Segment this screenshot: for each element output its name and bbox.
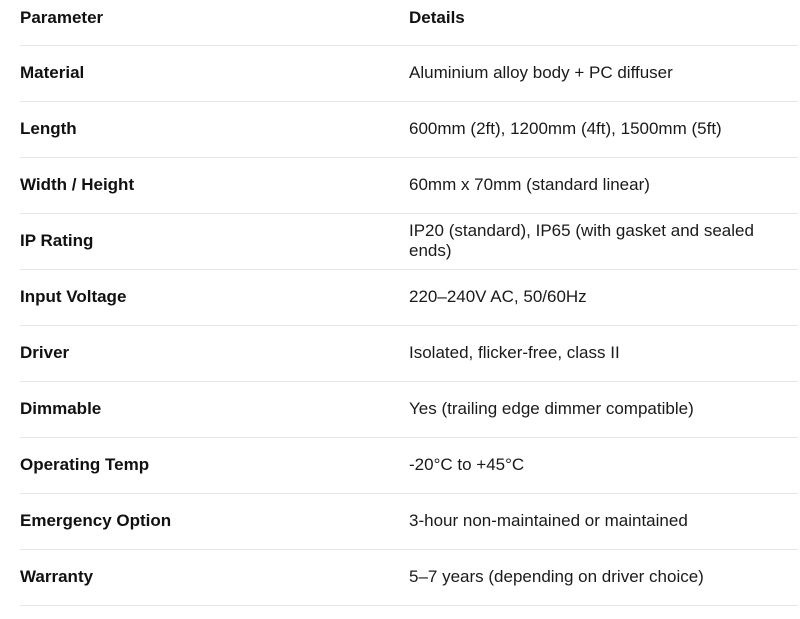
details-cell: -20°C to +45°C <box>409 437 798 494</box>
table-row: Material Aluminium alloy body + PC diffus… <box>20 45 798 102</box>
details-cell: 220–240V AC, 50/60Hz <box>409 269 798 326</box>
parameter-cell: Emergency Option <box>20 493 409 550</box>
parameter-cell: Driver <box>20 325 409 382</box>
table-row: Width / Height 60mm x 70mm (standard line… <box>20 157 798 214</box>
table-body: Material Aluminium alloy body + PC diffus… <box>20 45 798 606</box>
details-cell: Yes (trailing edge dimmer compatible) <box>409 381 798 438</box>
parameter-cell: Input Voltage <box>20 269 409 326</box>
parameter-cell: Dimmable <box>20 381 409 438</box>
details-cell: 3-hour non-maintained or maintained <box>409 493 798 550</box>
table-row: Input Voltage 220–240V AC, 50/60Hz <box>20 269 798 326</box>
table-header-row: Parameter Details <box>20 0 798 46</box>
header-parameter: Parameter <box>20 0 409 46</box>
table-row: Dimmable Yes (trailing edge dimmer compat… <box>20 381 798 438</box>
table-row: Length 600mm (2ft), 1200mm (4ft), 1500mm … <box>20 101 798 158</box>
header-details: Details <box>409 0 798 46</box>
details-cell: 600mm (2ft), 1200mm (4ft), 1500mm (5ft) <box>409 101 798 158</box>
details-cell: IP20 (standard), IP65 (with gasket and s… <box>409 213 798 270</box>
table-row: Emergency Option 3-hour non-maintained or… <box>20 493 798 550</box>
parameter-cell: IP Rating <box>20 213 409 270</box>
table-row: Operating Temp -20°C to +45°C <box>20 437 798 494</box>
parameter-cell: Warranty <box>20 549 409 606</box>
parameter-cell: Width / Height <box>20 157 409 214</box>
details-cell: Aluminium alloy body + PC diffuser <box>409 45 798 102</box>
spec-table: Parameter Details Material Aluminium allo… <box>20 0 798 606</box>
table-row: IP Rating IP20 (standard), IP65 (with gas… <box>20 213 798 270</box>
details-cell: 5–7 years (depending on driver choice) <box>409 549 798 606</box>
parameter-cell: Length <box>20 101 409 158</box>
parameter-cell: Operating Temp <box>20 437 409 494</box>
details-cell: Isolated, flicker-free, class II <box>409 325 798 382</box>
table-row: Driver Isolated, flicker-free, class II <box>20 325 798 382</box>
parameter-cell: Material <box>20 45 409 102</box>
table-row: Warranty 5–7 years (depending on driver c… <box>20 549 798 606</box>
details-cell: 60mm x 70mm (standard linear) <box>409 157 798 214</box>
